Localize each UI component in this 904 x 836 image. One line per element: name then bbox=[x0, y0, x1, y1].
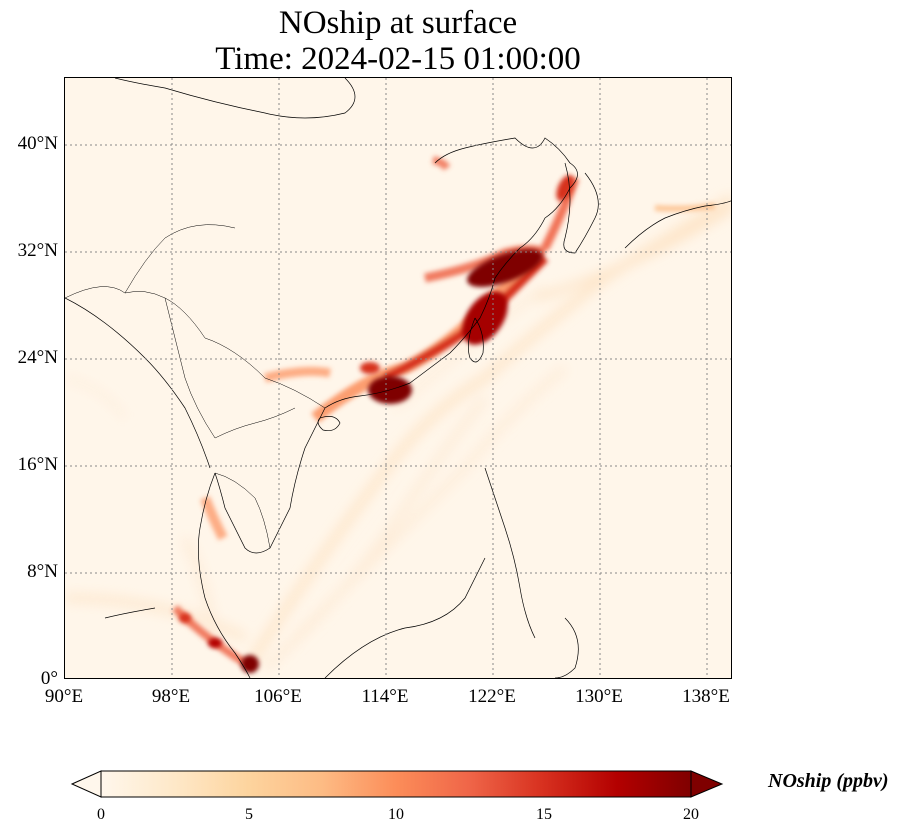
colorbar-gradient bbox=[100, 770, 692, 798]
colorbar-tick: 5 bbox=[245, 806, 253, 823]
map-gridlines bbox=[65, 78, 731, 678]
shipping-lanes-faint bbox=[65, 194, 731, 671]
country-borders bbox=[65, 224, 326, 549]
lat-tick-label: 24°N bbox=[17, 347, 58, 368]
lon-tick-label: 130°E bbox=[575, 686, 623, 707]
noship-hotspots bbox=[179, 174, 574, 673]
lat-tick-label: 40°N bbox=[17, 133, 58, 154]
colorbar-extend-max bbox=[690, 770, 724, 798]
lon-tick-label: 106°E bbox=[254, 686, 302, 707]
noship-plumes bbox=[172, 156, 716, 667]
lat-tick-label: 16°N bbox=[17, 454, 58, 475]
lat-tick-label: 32°N bbox=[17, 240, 58, 261]
map-panel bbox=[64, 77, 732, 679]
plot-title: NOship at surface bbox=[278, 5, 518, 41]
lon-tick-label: 122°E bbox=[468, 686, 516, 707]
lon-tick-label: 98°E bbox=[151, 686, 191, 707]
lon-tick-label: 114°E bbox=[361, 686, 409, 707]
colorbar bbox=[70, 770, 724, 798]
lat-tick-label: 8°N bbox=[27, 561, 58, 582]
coastlines bbox=[65, 78, 731, 678]
lon-tick-label: 138°E bbox=[682, 686, 730, 707]
colorbar-tick: 15 bbox=[536, 806, 552, 823]
colorbar-tick: 20 bbox=[683, 806, 699, 823]
lon-tick-label: 90°E bbox=[44, 686, 84, 707]
plot-timestamp: Time: 2024-02-15 01:00:00 bbox=[215, 41, 581, 77]
lat-tick-label: 0° bbox=[40, 668, 58, 689]
map-canvas bbox=[65, 78, 731, 678]
colorbar-tick: 0 bbox=[97, 806, 105, 823]
colorbar-label: NOship (ppbv) bbox=[768, 770, 889, 792]
colorbar-extend-min bbox=[70, 770, 102, 798]
colorbar-tick: 10 bbox=[388, 806, 404, 823]
